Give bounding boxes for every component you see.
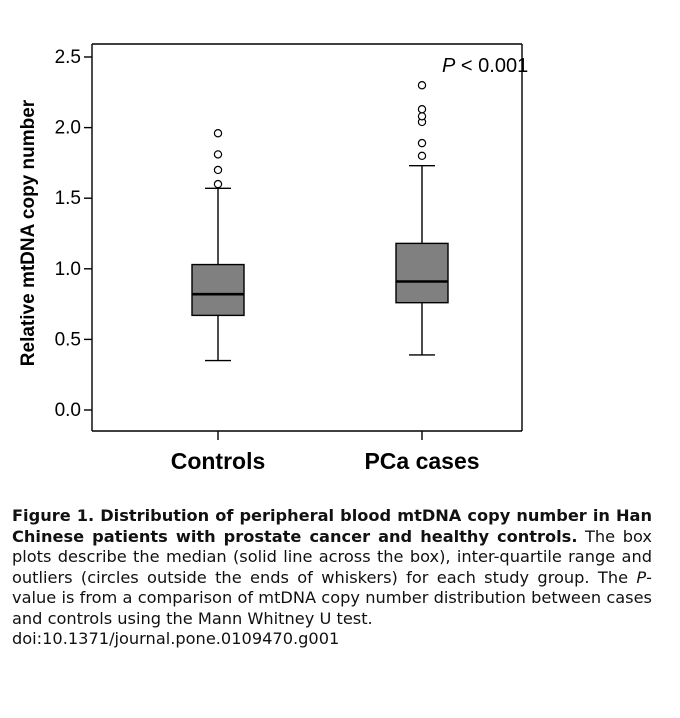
outlier-point — [213, 165, 223, 175]
outlier-point — [417, 138, 427, 148]
y-tick-label: 1.0 — [55, 259, 81, 280]
iqr-box — [191, 263, 245, 317]
outlier-point — [417, 81, 427, 90]
box-group — [395, 81, 449, 356]
outlier-point — [213, 150, 223, 159]
y-tick-label: 1.5 — [55, 188, 81, 209]
outlier-point — [417, 151, 427, 161]
p-value-annotation-value: < 0.001 — [455, 55, 528, 77]
y-tick-label: 2.5 — [55, 47, 81, 68]
outlier-point — [213, 179, 223, 189]
y-tick-label: 0.0 — [55, 400, 81, 421]
y-tick-label: 2.0 — [55, 118, 81, 139]
figure-caption: Figure 1. Distribution of peripheral blo… — [12, 506, 652, 650]
caption-title: Figure 1. Distribution of peripheral blo… — [12, 506, 652, 546]
caption-text-2: -value is from a comparison of mtDNA cop… — [12, 567, 652, 628]
outlier-point — [213, 129, 223, 138]
p-value-annotation-p: P — [442, 55, 456, 77]
y-axis-label: Relative mtDNA copy number — [18, 99, 39, 366]
x-tick-label: Controls — [171, 448, 266, 474]
iqr-box — [395, 242, 449, 304]
box-plot-chart: 0.0 0.5 1.0 1.5 2.0 2.5 Controls PCa cases Rela… — [18, 43, 528, 474]
box-group — [191, 129, 245, 362]
box-groups — [191, 81, 449, 362]
outlier-point — [417, 112, 427, 121]
caption-text-1: The box plots describe the median (solid… — [12, 526, 652, 587]
plot-axes: 0.0 0.5 1.0 1.5 2.0 2.5 Controls PCa cases — [55, 43, 523, 474]
p-value-annotation: P < 0.001 — [442, 55, 528, 77]
outlier-point — [417, 105, 427, 114]
x-tick-label: PCa cases — [364, 448, 479, 474]
caption-p-italic: P — [636, 567, 647, 587]
y-tick-label: 0.5 — [55, 329, 81, 350]
caption-doi: doi:10.1371/journal.pone.0109470.g001 — [12, 629, 340, 648]
